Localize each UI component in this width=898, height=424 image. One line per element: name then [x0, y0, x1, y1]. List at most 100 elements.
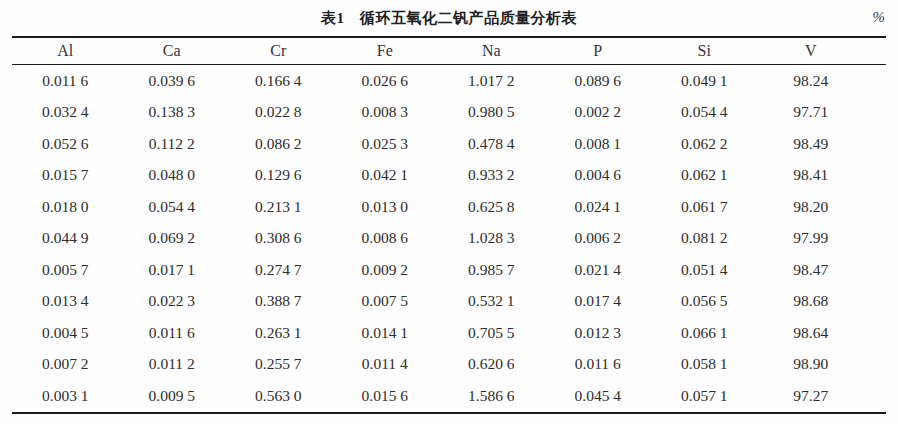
table-cell: 0.013 4	[12, 292, 119, 310]
table-row: 0.032 40.138 30.022 80.008 30.980 50.002…	[12, 97, 886, 129]
table-cell: 0.061 7	[651, 198, 758, 216]
table-cell: 0.388 7	[225, 292, 332, 310]
table-cell: 0.049 1	[651, 72, 758, 90]
table-cell: 0.625 8	[438, 198, 545, 216]
table-cell: 97.71	[758, 103, 865, 121]
table-cell: 98.49	[758, 135, 865, 153]
unit-label: %	[873, 9, 886, 26]
table-row: 0.003 10.009 50.563 00.015 61.586 60.045…	[12, 380, 886, 412]
table-cell: 0.048 0	[119, 166, 226, 184]
table-cell: 0.044 9	[12, 229, 119, 247]
table-cell: 0.003 1	[12, 387, 119, 405]
table-cell: 0.066 1	[651, 324, 758, 342]
table-cell: 0.008 6	[332, 229, 439, 247]
table-cell: 0.024 1	[545, 198, 652, 216]
table-cell: 0.013 0	[332, 198, 439, 216]
table-cell: 98.20	[758, 198, 865, 216]
table-cell: 0.274 7	[225, 261, 332, 279]
table-cell: 0.022 8	[225, 103, 332, 121]
table-cell: 0.052 6	[12, 135, 119, 153]
table-cell: 0.255 7	[225, 355, 332, 373]
table-row: 0.052 60.112 20.086 20.025 30.478 40.008…	[12, 128, 886, 160]
table-cell: 0.017 1	[119, 261, 226, 279]
table-cell: 0.022 3	[119, 292, 226, 310]
table-cell: 1.017 2	[438, 72, 545, 90]
table-cell: 0.089 6	[545, 72, 652, 90]
table-cell: 0.021 4	[545, 261, 652, 279]
table-cell: 98.68	[758, 292, 865, 310]
table-row: 0.013 40.022 30.388 70.007 50.532 10.017…	[12, 286, 886, 318]
table-cell: 0.004 6	[545, 166, 652, 184]
column-header: Cr	[225, 42, 332, 60]
table-cell: 0.011 6	[12, 72, 119, 90]
table-row: 0.044 90.069 20.308 60.008 61.028 30.006…	[12, 223, 886, 255]
table-cell: 0.056 5	[651, 292, 758, 310]
table-cell: 0.011 2	[119, 355, 226, 373]
table-cell: 0.081 2	[651, 229, 758, 247]
title-bar: 表1 循环五氧化二钒产品质量分析表	[0, 0, 898, 36]
table-cell: 98.64	[758, 324, 865, 342]
table-cell: 0.705 5	[438, 324, 545, 342]
table-title: 表1 循环五氧化二钒产品质量分析表	[321, 9, 577, 28]
table-cell: 0.478 4	[438, 135, 545, 153]
column-header: V	[758, 42, 865, 60]
table-cell: 0.026 6	[332, 72, 439, 90]
table-cell: 0.011 4	[332, 355, 439, 373]
table-cell: 0.069 2	[119, 229, 226, 247]
table-cell: 0.004 5	[12, 324, 119, 342]
table-cell: 0.129 6	[225, 166, 332, 184]
table-cell: 0.263 1	[225, 324, 332, 342]
table-cell: 0.009 2	[332, 261, 439, 279]
table-cell: 0.062 1	[651, 166, 758, 184]
table-cell: 0.933 2	[438, 166, 545, 184]
table-cell: 98.47	[758, 261, 865, 279]
table-body: 0.011 60.039 60.166 40.026 61.017 20.089…	[12, 65, 886, 412]
table-cell: 0.032 4	[12, 103, 119, 121]
table-cell: 0.005 7	[12, 261, 119, 279]
column-header: P	[545, 42, 652, 60]
table-cell: 0.012 3	[545, 324, 652, 342]
table-cell: 0.018 0	[12, 198, 119, 216]
table-row: 0.018 00.054 40.213 10.013 00.625 80.024…	[12, 191, 886, 223]
table-cell: 0.007 2	[12, 355, 119, 373]
table-cell: 0.062 2	[651, 135, 758, 153]
table-cell: 0.002 2	[545, 103, 652, 121]
table-cell: 98.90	[758, 355, 865, 373]
table-row: 0.011 60.039 60.166 40.026 61.017 20.089…	[12, 65, 886, 97]
table-cell: 0.058 1	[651, 355, 758, 373]
table-cell: 97.99	[758, 229, 865, 247]
column-header: Na	[438, 42, 545, 60]
table-cell: 0.563 0	[225, 387, 332, 405]
table-row: 0.005 70.017 10.274 70.009 20.985 70.021…	[12, 254, 886, 286]
table-cell: 0.620 6	[438, 355, 545, 373]
table-cell: 0.213 1	[225, 198, 332, 216]
table-header-row: AlCaCrFeNaPSiV	[12, 38, 886, 65]
page: 表1 循环五氧化二钒产品质量分析表 % AlCaCrFeNaPSiV 0.011…	[0, 0, 898, 424]
table-cell: 0.015 7	[12, 166, 119, 184]
table-cell: 0.008 1	[545, 135, 652, 153]
table-cell: 0.039 6	[119, 72, 226, 90]
table-row: 0.007 20.011 20.255 70.011 40.620 60.011…	[12, 349, 886, 381]
table-cell: 0.166 4	[225, 72, 332, 90]
table-cell: 0.015 6	[332, 387, 439, 405]
table-cell: 98.41	[758, 166, 865, 184]
table-cell: 0.011 6	[119, 324, 226, 342]
table-cell: 0.112 2	[119, 135, 226, 153]
column-header: Fe	[332, 42, 439, 60]
table-cell: 0.007 5	[332, 292, 439, 310]
table-cell: 1.028 3	[438, 229, 545, 247]
table-cell: 0.138 3	[119, 103, 226, 121]
table-cell: 0.042 1	[332, 166, 439, 184]
column-header: Ca	[119, 42, 226, 60]
table-cell: 0.009 5	[119, 387, 226, 405]
table-cell: 0.532 1	[438, 292, 545, 310]
table-cell: 0.008 3	[332, 103, 439, 121]
table-cell: 0.011 6	[545, 355, 652, 373]
table-cell: 0.985 7	[438, 261, 545, 279]
table-cell: 0.054 4	[119, 198, 226, 216]
table-cell: 0.045 4	[545, 387, 652, 405]
table-cell: 0.051 4	[651, 261, 758, 279]
table-cell: 0.980 5	[438, 103, 545, 121]
table-cell: 0.308 6	[225, 229, 332, 247]
data-table: AlCaCrFeNaPSiV 0.011 60.039 60.166 40.02…	[12, 36, 886, 414]
